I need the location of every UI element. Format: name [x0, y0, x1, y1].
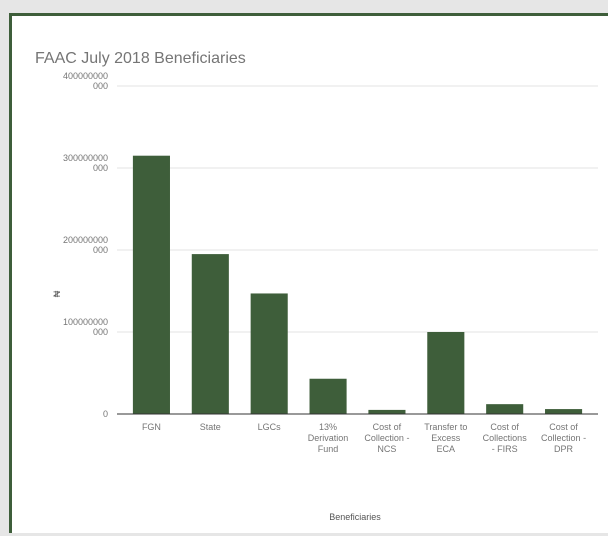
y-tick-labels: 0 100000000 000 200000000 000 300000000 000 400… — [63, 71, 108, 419]
x-tick-label: 13% Derivation Fund — [308, 422, 349, 454]
x-tick-label: State — [200, 422, 221, 432]
bar — [368, 409, 406, 414]
bar — [191, 254, 229, 414]
gridlines — [117, 85, 598, 333]
y-tick-label: 200000000 000 — [63, 235, 108, 255]
y-tick-label: 0 — [103, 409, 108, 419]
x-tick-label: Transfer to Excess ECA — [424, 422, 467, 454]
y-tick-label: 400000000 000 — [63, 71, 108, 91]
x-tick-labels: FGN State LGCs 13% Derivation Fund Cost of Coll… — [142, 422, 586, 454]
y-axis-title: ₦ — [52, 290, 62, 297]
x-tick-label: Cost of Collection -NCS — [364, 422, 409, 454]
chart-title: FAAC July 2018 Beneficiaries — [35, 50, 246, 67]
bars — [132, 155, 583, 414]
bar — [132, 155, 170, 414]
bar — [309, 378, 347, 414]
x-tick-label: FGN — [142, 422, 161, 432]
x-axis-title: Beneficiaries — [329, 512, 381, 522]
x-tick-label: Cost of Collections - FIRS — [483, 422, 528, 454]
bar — [250, 293, 288, 414]
chart-card: FAAC July 2018 Beneficiaries 0 100000000 0… — [9, 13, 608, 533]
bar-chart: FAAC July 2018 Beneficiaries 0 100000000 0… — [35, 50, 598, 522]
x-tick-label: Cost of Collection -DPR — [541, 422, 586, 454]
y-tick-label: 300000000 000 — [63, 153, 108, 173]
bar — [427, 332, 465, 414]
bar — [545, 409, 583, 414]
y-tick-label: 100000000 000 — [63, 317, 108, 337]
x-tick-label: LGCs — [258, 422, 282, 432]
bar — [486, 404, 524, 414]
